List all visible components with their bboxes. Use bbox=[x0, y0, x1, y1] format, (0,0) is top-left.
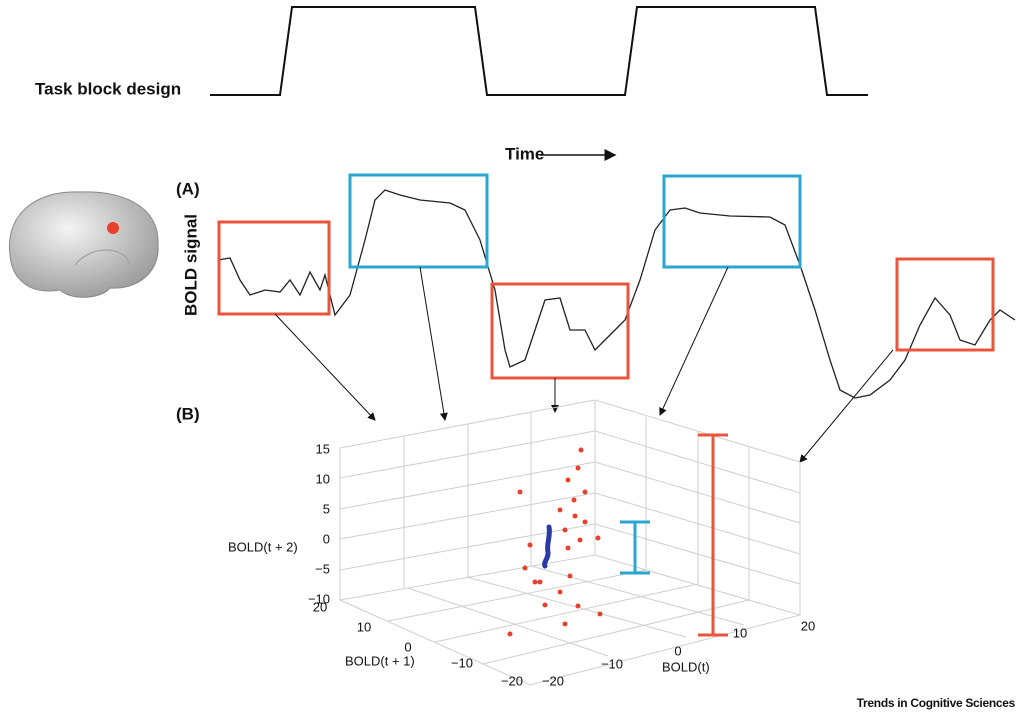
z-tick-label: 5 bbox=[323, 501, 330, 516]
arrows bbox=[274, 266, 894, 463]
x-tick-label: 20 bbox=[801, 618, 815, 633]
x-tick-label: −20 bbox=[542, 673, 564, 688]
y-ticks: 20 10 0 −10 −20 bbox=[313, 599, 523, 688]
z-ticks: 15 10 5 0 −5 −10 bbox=[308, 441, 330, 606]
z-axis-label: BOLD(t + 2) bbox=[228, 539, 298, 554]
y-tick-label: 20 bbox=[313, 599, 327, 614]
x-tick-label: 0 bbox=[674, 643, 681, 658]
y-axis-label: BOLD(t + 1) bbox=[345, 653, 415, 668]
z-tick-label: −5 bbox=[315, 561, 330, 576]
panel-b-label: (B) bbox=[176, 404, 200, 423]
range-bar-blue bbox=[620, 520, 650, 575]
credit: Trends in Cognitive Sciences bbox=[857, 696, 1016, 710]
x-ticks: −20 −10 0 10 20 bbox=[542, 618, 815, 688]
z-tick-label: 10 bbox=[316, 471, 330, 486]
y-tick-label: −20 bbox=[501, 673, 523, 688]
z-tick-label: 15 bbox=[316, 441, 330, 456]
z-tick-label: 0 bbox=[323, 531, 330, 546]
3d-grid bbox=[339, 399, 802, 686]
panel-a-label: (A) bbox=[176, 179, 200, 198]
scatter-points bbox=[507, 447, 603, 637]
z-tick-label: −10 bbox=[308, 591, 330, 606]
bold-signal-label: BOLD signal bbox=[181, 214, 200, 316]
y-tick-label: −10 bbox=[451, 655, 473, 670]
y-tick-label: 0 bbox=[404, 639, 411, 654]
block-design-wave bbox=[210, 6, 868, 96]
trajectory bbox=[542, 524, 552, 569]
x-tick-label: 10 bbox=[733, 625, 747, 640]
bold-signal bbox=[217, 189, 1016, 399]
brain bbox=[8, 191, 159, 298]
time-label: Time bbox=[505, 144, 544, 163]
windows bbox=[217, 173, 995, 380]
block-design-label: Task block design bbox=[35, 79, 181, 98]
range-bar-red bbox=[698, 433, 728, 637]
x-tick-label: −10 bbox=[601, 656, 623, 671]
y-tick-label: 10 bbox=[357, 619, 371, 634]
x-axis-label: BOLD(t) bbox=[662, 659, 710, 674]
